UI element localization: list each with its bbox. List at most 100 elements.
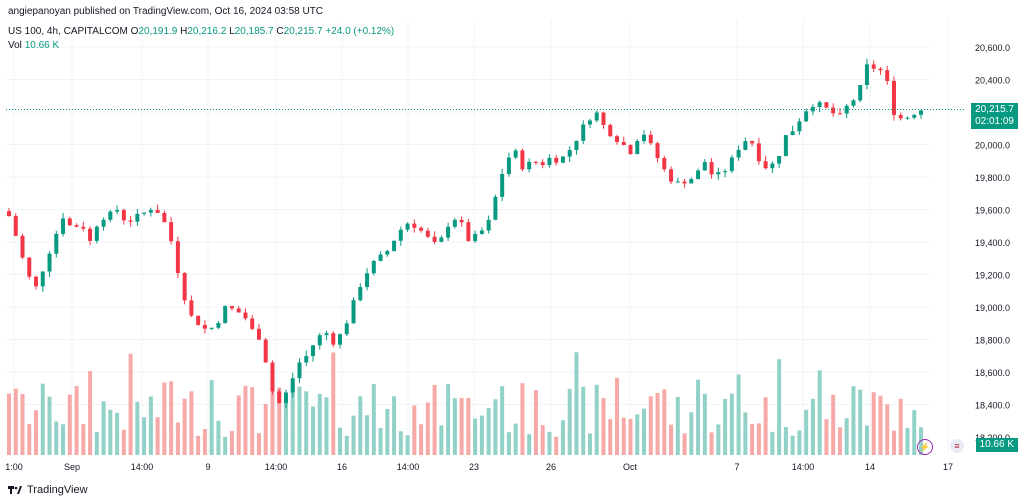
volume-bar	[770, 431, 775, 455]
volume-bar	[500, 386, 505, 455]
volume-bar	[479, 415, 484, 455]
tradingview-icon	[8, 486, 22, 494]
volume-bar	[723, 399, 728, 455]
candle-body	[540, 162, 545, 165]
x-tick-label: 14:00	[397, 462, 420, 472]
candle-body	[94, 226, 99, 241]
candle-body	[912, 114, 917, 118]
candle-body	[581, 124, 586, 141]
y-tick-label: 18,400.0	[975, 401, 1010, 411]
volume-bar	[560, 420, 565, 455]
candle-body	[419, 227, 424, 231]
volume-bar	[365, 415, 370, 455]
candle-body	[263, 339, 268, 363]
candle-body	[101, 219, 106, 227]
volume-bar	[277, 387, 282, 455]
volume-bar	[669, 424, 674, 455]
volume-bar	[311, 406, 315, 455]
candle-body	[756, 143, 761, 162]
candle-body	[304, 356, 309, 363]
symbol-legend[interactable]: US 100, 4h, CAPITALCOM O20,191.9 H20,216…	[8, 26, 394, 37]
us-flag-icon[interactable]: ≡	[950, 439, 964, 453]
volume-bar	[506, 432, 511, 455]
candle-body	[682, 181, 687, 184]
volume-bar	[452, 398, 457, 455]
volume-bar	[554, 436, 559, 455]
volume-bar	[513, 423, 518, 455]
candle-body	[817, 102, 822, 107]
candle-body	[621, 141, 626, 145]
candle-body	[61, 218, 66, 234]
volume-bar	[351, 415, 356, 455]
volume-bar	[527, 434, 532, 455]
volume-bar	[182, 398, 187, 455]
candle-body	[331, 333, 336, 345]
candle-body	[67, 218, 72, 226]
volume-bar	[831, 394, 836, 455]
volume-bar	[574, 352, 579, 455]
candle-body	[554, 157, 559, 163]
candle-body	[810, 106, 815, 112]
x-tick-label: 14	[865, 462, 875, 472]
volume-bar	[662, 389, 667, 455]
candle-body	[533, 161, 538, 163]
volume-bar	[101, 401, 106, 455]
volume-bar	[7, 393, 11, 455]
volume-bar	[155, 417, 160, 455]
volume-bar	[804, 409, 809, 455]
volume-bar	[175, 422, 180, 455]
candle-body	[601, 112, 606, 125]
volume-bar	[223, 436, 228, 455]
candle-body	[148, 209, 153, 213]
volume-bar	[378, 428, 383, 455]
candle-body	[871, 64, 876, 69]
change-value: +24.0 (+0.12%)	[325, 26, 395, 37]
volume-bar	[81, 424, 86, 455]
candle-body	[365, 273, 370, 288]
candle-body	[47, 253, 52, 272]
volume-bar	[169, 381, 174, 455]
x-tick-label: 17	[943, 462, 953, 472]
volume-bar	[256, 433, 261, 455]
publisher-info: angiepanoyan published on TradingView.co…	[8, 6, 324, 17]
candle-body	[452, 219, 457, 227]
volume-bar	[864, 425, 869, 455]
volume-bar	[729, 393, 734, 455]
volume-bar	[615, 377, 619, 455]
tradingview-logo[interactable]: TradingView	[8, 484, 88, 496]
candle-body	[142, 212, 147, 214]
x-tick-label: 23	[469, 462, 479, 472]
volume-bar	[716, 424, 721, 455]
y-tick-label: 20,600.0	[975, 43, 1010, 53]
candle-body	[858, 85, 863, 101]
volume-bar	[817, 370, 822, 455]
volume-bar	[810, 398, 815, 455]
lightning-icon[interactable]: ⚡	[917, 439, 933, 455]
candle-body	[20, 235, 25, 258]
candle-body	[13, 216, 18, 236]
candle-body	[567, 150, 572, 157]
volume-bar	[250, 387, 255, 455]
candle-body	[250, 318, 255, 329]
candle-body	[371, 260, 376, 274]
close-label: C	[276, 26, 284, 37]
candle-body	[432, 236, 437, 242]
candle-body	[824, 102, 829, 108]
volume-legend[interactable]: Vol 10.66 K	[8, 40, 59, 51]
volume-bar	[642, 408, 647, 455]
candle-body	[527, 161, 532, 170]
candle-body	[385, 251, 390, 255]
candle-body	[770, 163, 775, 169]
candle-body	[804, 111, 809, 122]
volume-bar	[520, 383, 525, 455]
volume-bar	[324, 397, 329, 455]
bar-countdown: 02:01:09	[975, 116, 1014, 127]
candle-body	[425, 230, 430, 237]
volume-bar	[88, 371, 93, 455]
volume-bar	[432, 384, 437, 455]
candle-body	[493, 196, 498, 220]
volume-bar	[358, 396, 363, 455]
x-tick-label: 14:00	[265, 462, 288, 472]
candle-body	[297, 362, 302, 379]
